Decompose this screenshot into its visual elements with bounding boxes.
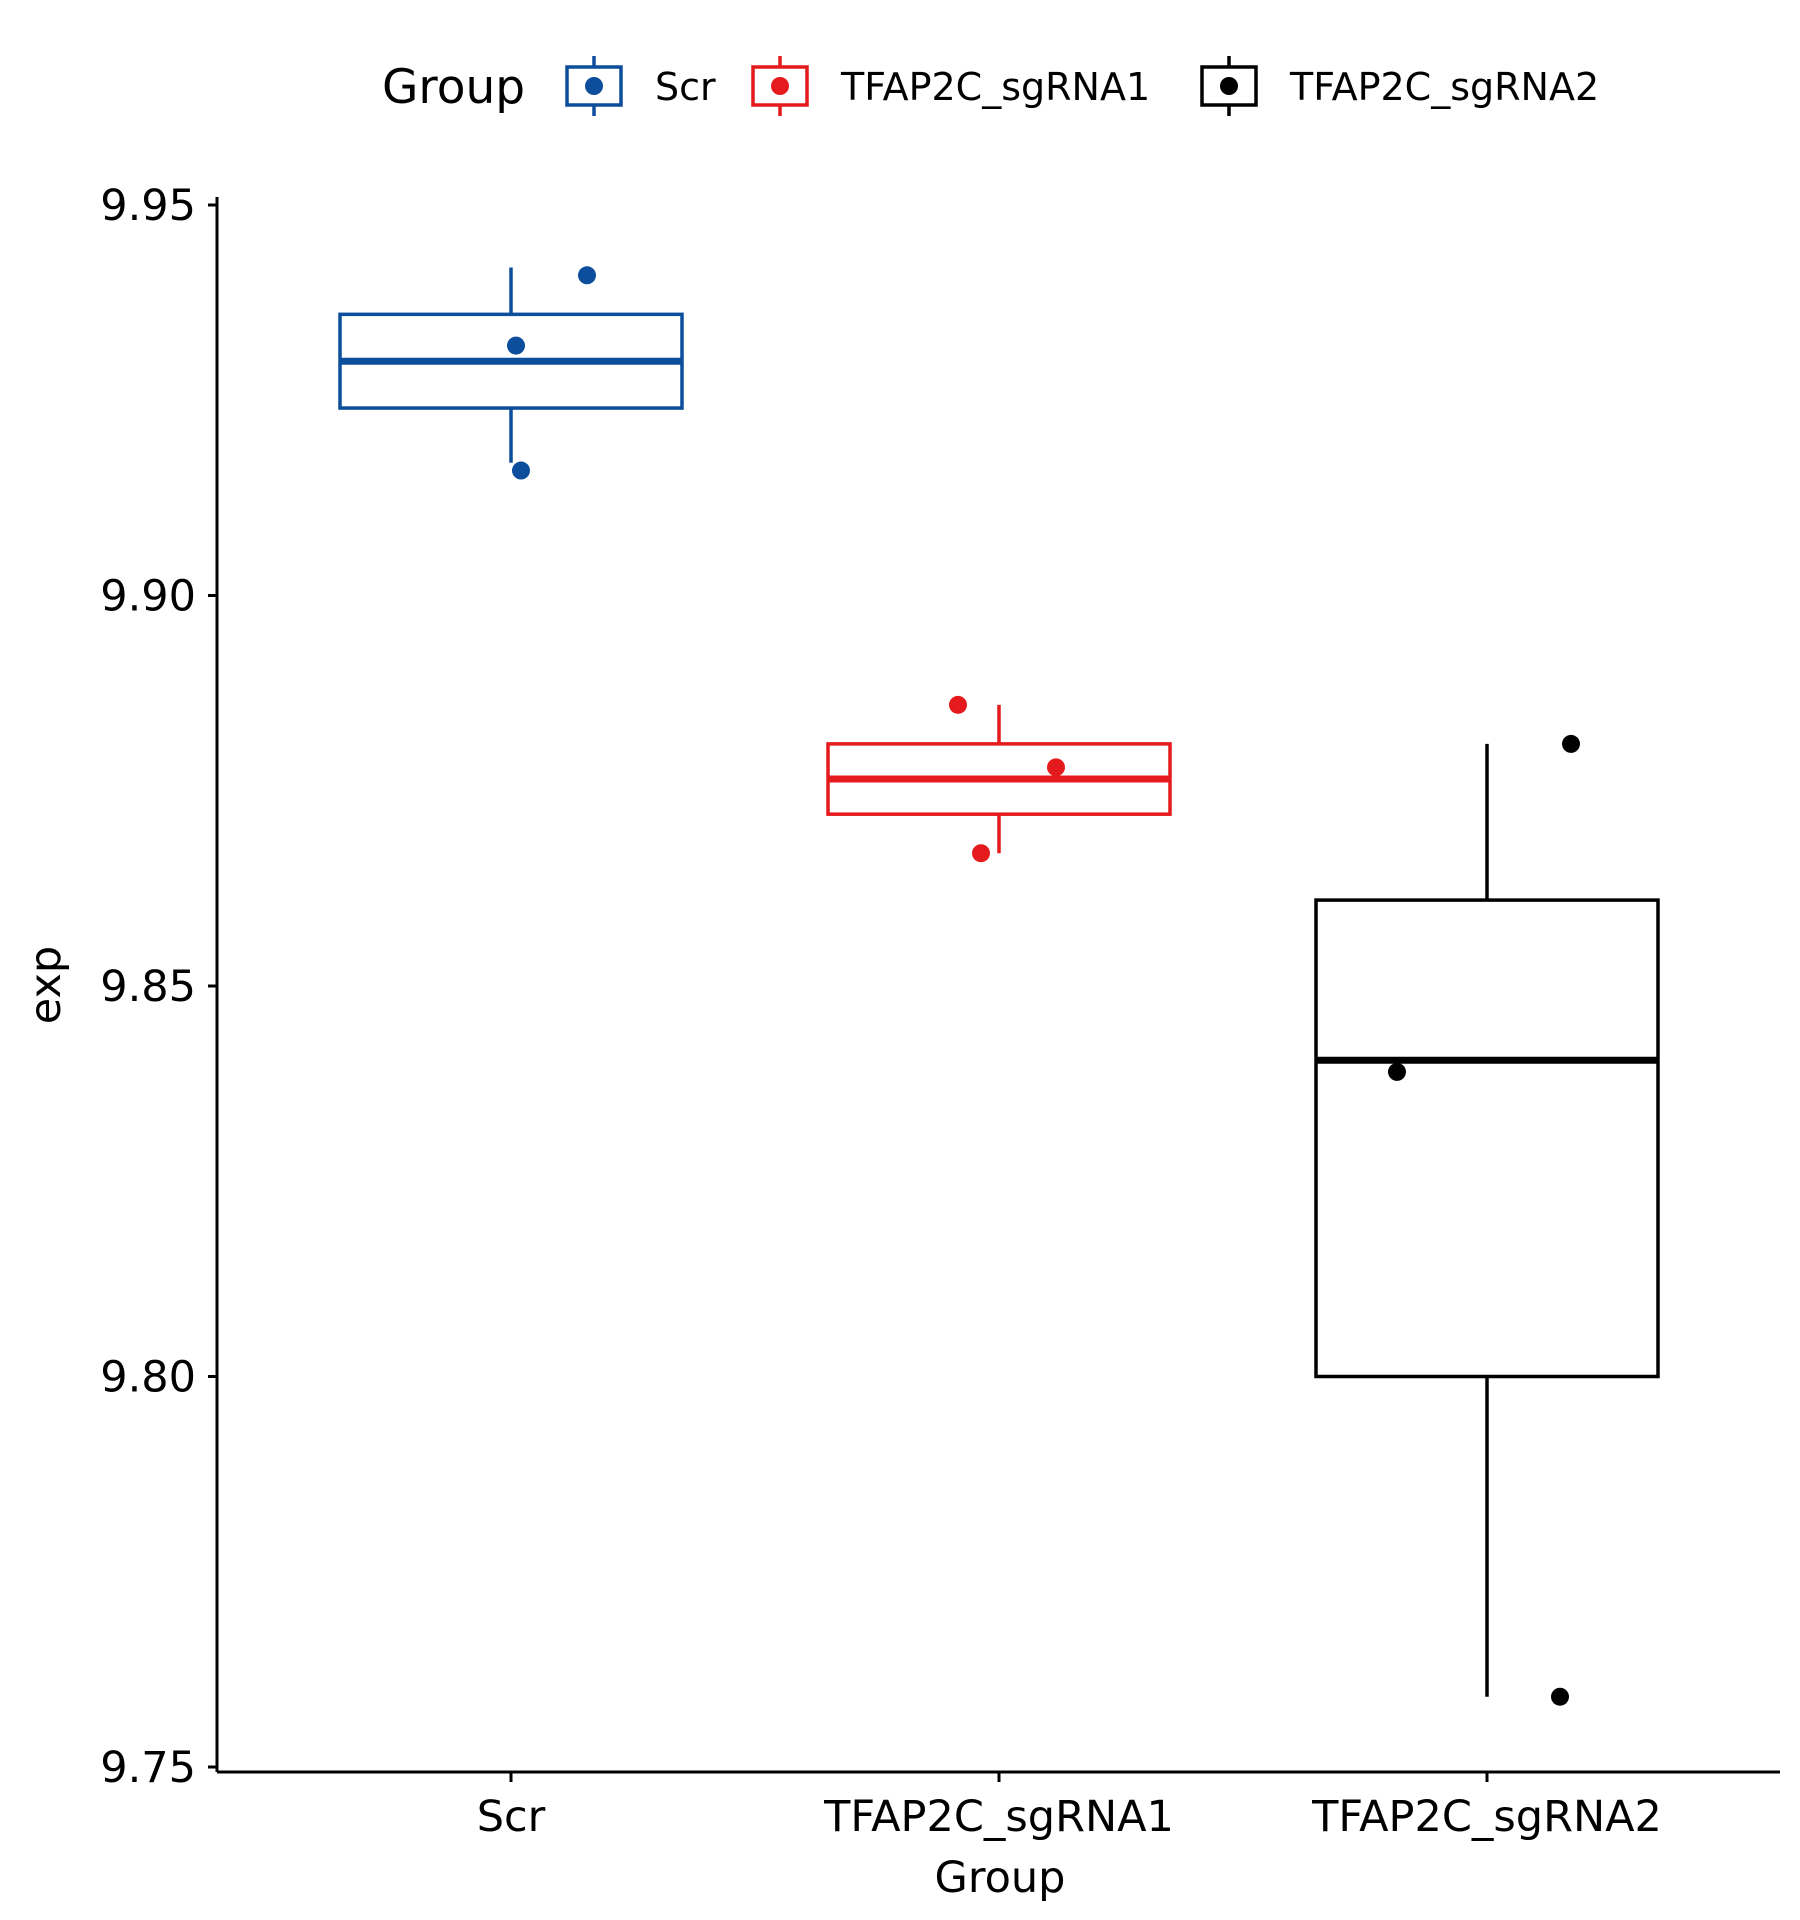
data-point [1047, 758, 1065, 777]
legend-key-point [1220, 77, 1238, 95]
axes: 9.75 9.80 9.85 9.90 9.95 Scr TFAP2C_sgRNA1 TFA… [21, 181, 1780, 1903]
data-point [1551, 1687, 1569, 1706]
legend-label: Scr [655, 65, 716, 109]
box-group [338, 266, 684, 480]
x-tick-label: Scr [477, 1792, 546, 1842]
plot-area [338, 266, 1660, 1706]
legend-key-point [585, 77, 603, 95]
box-group [826, 695, 1172, 863]
x-axis-title: Group [935, 1853, 1066, 1903]
data-point [1388, 1062, 1406, 1081]
data-point [507, 336, 525, 355]
legend-item: Scr [565, 56, 716, 116]
y-tick-label: 9.90 [100, 572, 196, 622]
y-tick-label: 9.85 [100, 962, 196, 1012]
data-point [512, 461, 530, 480]
data-point [578, 266, 596, 285]
legend-label: TFAP2C_sgRNA1 [840, 65, 1150, 109]
data-point [949, 695, 967, 714]
data-point [1562, 734, 1580, 753]
y-axis-title: exp [21, 946, 71, 1024]
x-tick-label: TFAP2C_sgRNA1 [823, 1792, 1174, 1842]
y-tick-label: 9.75 [100, 1743, 196, 1793]
box-group [1314, 734, 1660, 1706]
x-tick-label: TFAP2C_sgRNA2 [1311, 1792, 1662, 1842]
y-tick-label: 9.80 [100, 1353, 196, 1403]
legend: Group Scr TFAP2C_sgRNA1 TFAP2C_sgRNA2 [382, 56, 1599, 116]
data-point [972, 844, 990, 863]
box-iqr [1314, 898, 1660, 1379]
legend-item: TFAP2C_sgRNA1 [751, 56, 1150, 116]
legend-key-point [771, 77, 789, 95]
legend-item: TFAP2C_sgRNA2 [1200, 56, 1599, 116]
legend-label: TFAP2C_sgRNA2 [1289, 65, 1599, 109]
y-tick-label: 9.95 [100, 181, 196, 231]
legend-title: Group [382, 60, 525, 115]
